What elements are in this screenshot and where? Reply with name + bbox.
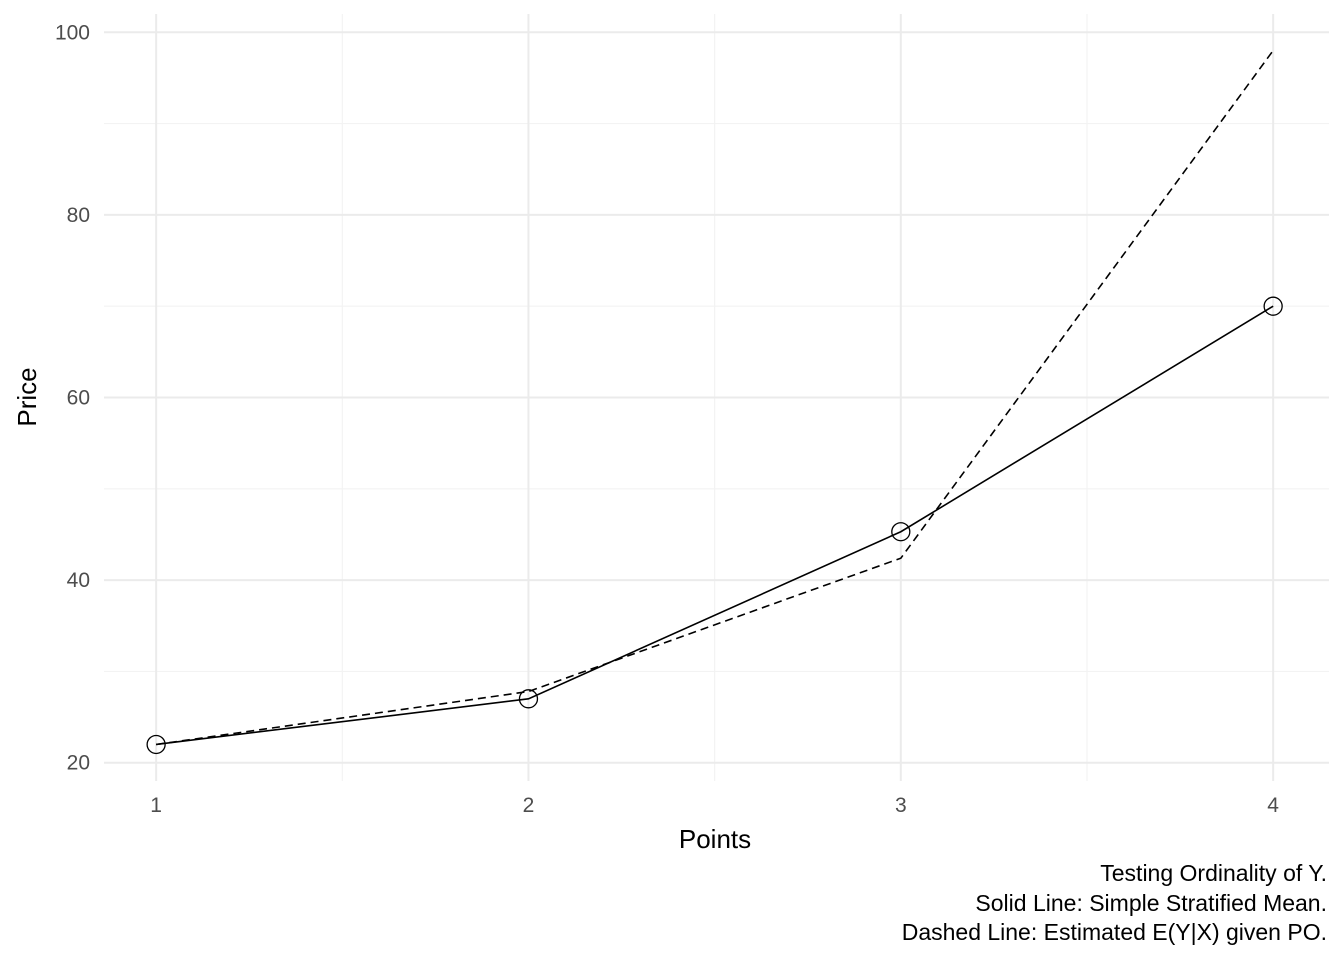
data-point-marker xyxy=(146,734,166,755)
caption: Testing Ordinality of Y. Solid Line: Sim… xyxy=(902,860,1327,945)
caption-line-3: Dashed Line: Estimated E(Y|X) given PO. xyxy=(902,919,1327,945)
x-tick-label: 2 xyxy=(523,794,535,817)
series-lines xyxy=(156,50,1274,746)
data-point-marker xyxy=(891,522,911,542)
y-axis-tick-labels: 20 40 60 80 100 xyxy=(55,21,90,774)
solid-series-line xyxy=(156,305,1274,746)
y-tick-label: 20 xyxy=(67,752,90,775)
y-tick-label: 100 xyxy=(55,21,90,44)
caption-line-1: Testing Ordinality of Y. xyxy=(1100,860,1327,886)
data-point-marker xyxy=(518,689,539,709)
x-tick-label: 3 xyxy=(895,794,907,817)
major-gridlines xyxy=(104,14,1329,781)
x-axis-title: Points xyxy=(679,824,751,854)
y-tick-label: 60 xyxy=(67,387,90,410)
x-tick-label: 4 xyxy=(1267,794,1279,817)
data-point-marker xyxy=(1263,296,1283,316)
y-tick-label: 40 xyxy=(67,569,90,592)
x-tick-label: 1 xyxy=(150,794,162,817)
y-tick-label: 80 xyxy=(67,204,90,227)
point-markers xyxy=(146,296,1283,755)
x-axis-tick-labels: 1 2 3 4 xyxy=(150,794,1279,817)
y-axis-title: Price xyxy=(12,367,42,426)
caption-line-2: Solid Line: Simple Stratified Mean. xyxy=(975,890,1327,916)
dashed-series-line xyxy=(156,50,1274,746)
